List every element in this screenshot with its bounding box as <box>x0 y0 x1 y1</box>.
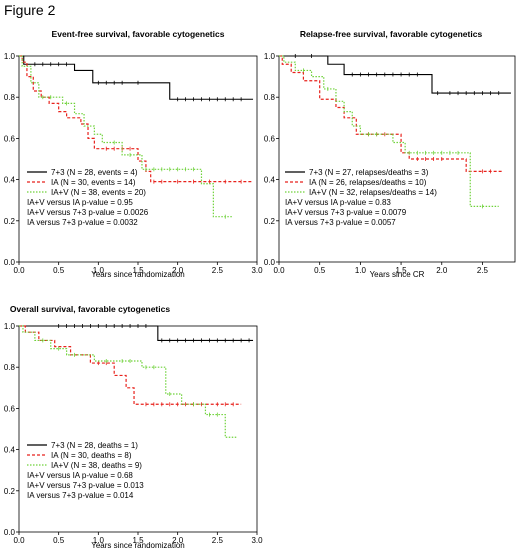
y-tick-label: 0.2 <box>4 487 16 496</box>
x-axis-label: Years since randomization <box>91 270 185 279</box>
plot-frame <box>18 325 258 533</box>
km-curve-7plus3 <box>19 55 254 100</box>
x-tick-label: 1.0 <box>93 536 105 545</box>
figure-label: Figure 2 <box>4 2 56 18</box>
y-tick-label: 1.0 <box>4 52 16 61</box>
legend-entry: 7+3 (N = 27, relapses/deaths = 3) <box>309 168 429 177</box>
x-tick-label: 3.0 <box>251 536 263 545</box>
y-tick-label: 0.2 <box>264 217 276 226</box>
legend-entry: IA+V (N = 32, relapses/deaths = 14) <box>309 188 437 197</box>
km-curve-7plus3 <box>279 55 511 94</box>
y-tick-label: 0.6 <box>264 134 276 143</box>
plot-frame <box>278 55 516 263</box>
x-tick-label: 0.0 <box>273 266 285 275</box>
p-value-annotation: IA versus 7+3 p-value = 0.014 <box>27 491 134 500</box>
p-value-annotation: IA+V versus IA p-value = 0.68 <box>27 471 133 480</box>
legend-entry: IA (N = 30, events = 14) <box>51 178 136 187</box>
x-tick-label: 1.5 <box>132 536 144 545</box>
km-curve-ia <box>279 55 503 172</box>
x-tick-label: 0.5 <box>53 266 65 275</box>
y-tick-label: 0.8 <box>4 363 16 372</box>
x-tick-label: 2.0 <box>172 536 184 545</box>
km-curve-ia <box>19 55 254 183</box>
y-tick-label: 0.6 <box>4 134 16 143</box>
x-axis-label: Years since randomization <box>91 541 185 549</box>
x-tick-label: 1.5 <box>132 266 144 275</box>
y-tick-label: 0.8 <box>264 93 276 102</box>
x-tick-label: 2.5 <box>212 536 224 545</box>
legend-entry: IA+V (N = 38, events = 20) <box>51 188 146 197</box>
x-tick-label: 1.0 <box>355 266 367 275</box>
y-tick-label: 0.0 <box>4 528 16 537</box>
y-tick-label: 0.0 <box>264 258 276 267</box>
y-tick-label: 0.4 <box>4 176 16 185</box>
x-tick-label: 1.0 <box>93 266 105 275</box>
p-value-annotation: IA+V versus IA p-value = 0.95 <box>27 198 133 207</box>
x-tick-label: 0.5 <box>53 536 65 545</box>
p-value-annotation: IA versus 7+3 p-value = 0.0032 <box>27 218 138 227</box>
km-curve-iaplusv <box>279 55 499 207</box>
x-tick-label: 0.0 <box>13 536 25 545</box>
event-free-survival-chart: Event-free survival, favorable cytogenet… <box>4 29 263 279</box>
km-curve-7plus3 <box>19 325 254 341</box>
relapse-free-survival-chart: Relapse-free survival, favorable cytogen… <box>264 29 516 279</box>
p-value-annotation: IA+V versus 7+3 p-value = 0.0079 <box>285 208 407 217</box>
legend-entry: IA (N = 26, relapses/deaths = 10) <box>309 178 427 187</box>
y-tick-label: 0.4 <box>264 176 276 185</box>
x-tick-label: 0.5 <box>314 266 326 275</box>
p-value-annotation: IA versus 7+3 p-value = 0.0057 <box>285 218 396 227</box>
x-tick-label: 0.0 <box>13 266 25 275</box>
legend-entry: IA (N = 30, deaths = 8) <box>51 451 132 460</box>
y-tick-label: 1.0 <box>264 52 276 61</box>
legend-entry: 7+3 (N = 28, events = 4) <box>51 168 138 177</box>
x-tick-label: 2.0 <box>436 266 448 275</box>
y-tick-label: 0.0 <box>4 258 16 267</box>
x-tick-label: 2.5 <box>477 266 489 275</box>
legend-entry: IA+V (N = 38, deaths = 9) <box>51 461 142 470</box>
overall-survival-chart: Overall survival, favorable cytogenetics… <box>4 304 263 549</box>
p-value-annotation: IA+V versus IA p-value = 0.83 <box>285 198 391 207</box>
km-curve-ia <box>19 325 242 405</box>
chart-title: Event-free survival, favorable cytogenet… <box>52 29 225 39</box>
y-tick-label: 0.8 <box>4 93 16 102</box>
x-tick-label: 3.0 <box>251 266 263 275</box>
chart-title: Relapse-free survival, favorable cytogen… <box>300 29 483 39</box>
km-curve-iaplusv <box>19 55 234 218</box>
chart-title: Overall survival, favorable cytogenetics <box>10 304 170 314</box>
y-tick-label: 0.4 <box>4 446 16 455</box>
x-tick-label: 2.5 <box>212 266 224 275</box>
km-curve-iaplusv <box>19 325 238 438</box>
x-tick-label: 1.5 <box>396 266 408 275</box>
x-axis-label: Years since CR <box>370 270 425 279</box>
x-tick-label: 2.0 <box>172 266 184 275</box>
y-tick-label: 1.0 <box>4 322 16 331</box>
p-value-annotation: IA+V versus 7+3 p-value = 0.013 <box>27 481 144 490</box>
y-tick-label: 0.6 <box>4 404 16 413</box>
p-value-annotation: IA+V versus 7+3 p-value = 0.0026 <box>27 208 149 217</box>
y-tick-label: 0.2 <box>4 217 16 226</box>
legend-entry: 7+3 (N = 28, deaths = 1) <box>51 441 138 450</box>
